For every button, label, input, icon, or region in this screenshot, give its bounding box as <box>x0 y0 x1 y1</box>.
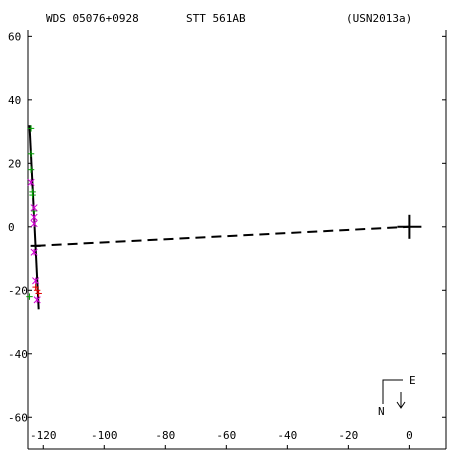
observation-point <box>27 178 35 186</box>
x-tick-label: -80 <box>155 429 175 442</box>
observation-point <box>26 293 33 300</box>
observation-point <box>27 125 35 132</box>
y-tick-label: -60 <box>8 411 28 424</box>
observation-point <box>32 277 40 285</box>
observation-point <box>35 290 42 297</box>
observation-points <box>26 125 42 304</box>
observation-point <box>33 287 41 294</box>
observation-point <box>33 296 41 304</box>
x-tick-label: -100 <box>91 429 118 442</box>
observation-point <box>27 150 35 157</box>
observation-point <box>30 213 38 221</box>
x-tick-label: -20 <box>338 429 358 442</box>
compass-east-label: E <box>409 374 416 387</box>
compass-north-label: N <box>378 405 385 418</box>
x-tick-label: -40 <box>277 429 297 442</box>
y-tick-label: 0 <box>8 221 15 234</box>
observation-point <box>30 248 38 256</box>
line-of-nodes <box>35 225 410 247</box>
observation-point <box>27 166 35 173</box>
x-tick-label: -60 <box>216 429 236 442</box>
y-tick-label: -40 <box>8 348 28 361</box>
compass-axes <box>382 379 403 404</box>
y-tick-label: 60 <box>8 30 21 43</box>
orbit-lines <box>28 125 422 310</box>
y-tick-label: 40 <box>8 94 21 107</box>
y-tick-label: -20 <box>8 284 28 297</box>
y-tick-label: 20 <box>8 157 21 170</box>
observation-point <box>29 191 36 199</box>
observation-point <box>30 220 38 228</box>
reference-label: (USN2013a) <box>346 12 412 25</box>
x-tick-label: -120 <box>30 429 57 442</box>
observation-point <box>30 204 38 212</box>
discoverer-label: STT 561AB <box>186 12 246 25</box>
compass-rose: E N <box>378 374 416 418</box>
observation-point <box>32 283 39 291</box>
wds-id-label: WDS 05076+0928 <box>46 12 139 25</box>
x-tick-label: 0 <box>406 429 413 442</box>
motion-arrow-icon <box>396 392 406 409</box>
